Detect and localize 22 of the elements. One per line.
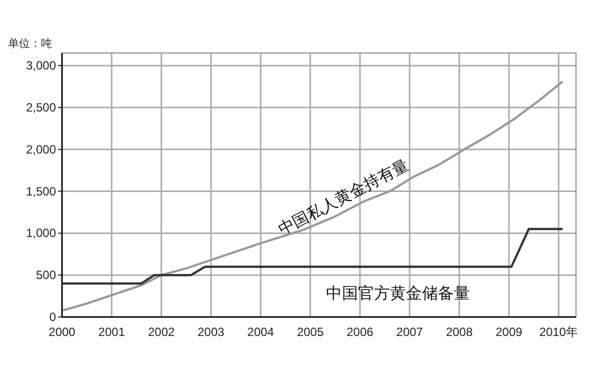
y-axis-title: 单位：吨 <box>8 37 52 50</box>
x-tick-label: 2000 <box>48 325 76 339</box>
x-tick-label: 2002 <box>148 325 175 339</box>
y-tick-label: 500 <box>36 268 56 282</box>
y-tick-label: 1,500 <box>26 184 56 198</box>
x-tick-label: 2009 <box>496 325 523 339</box>
x-tick-label: 2008 <box>446 325 473 339</box>
y-tick-label: 2,500 <box>26 100 56 114</box>
x-tick-label: 2010年 <box>539 325 578 339</box>
y-tick-label: 3,000 <box>26 58 56 73</box>
x-tick-label: 2006 <box>346 325 374 339</box>
x-tick-label: 2001 <box>98 325 126 339</box>
x-tick-label: 2007 <box>396 325 424 339</box>
x-tick-label: 2003 <box>198 325 225 339</box>
text: 中国私人黄金持有量 <box>276 156 412 239</box>
y-tick-label: 1,000 <box>26 226 56 240</box>
line-series <box>62 80 564 312</box>
x-tick-label: 2004 <box>247 325 274 339</box>
x-tick-label: 2005 <box>296 325 324 339</box>
series-label: 中国官方黄金储备量 <box>326 284 470 303</box>
y-tick-label: 0 <box>49 310 56 324</box>
y-tick-label: 2,000 <box>26 142 56 156</box>
